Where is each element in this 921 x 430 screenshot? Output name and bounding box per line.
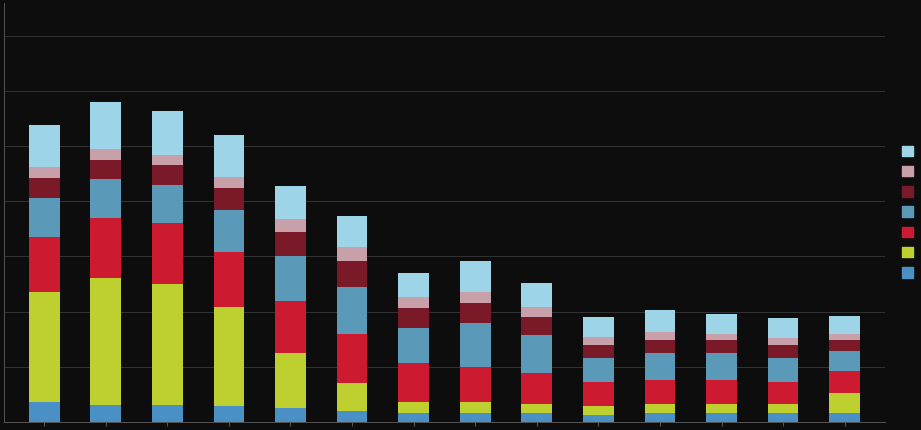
Bar [214, 406, 244, 422]
Bar [521, 307, 553, 317]
Bar [521, 283, 553, 307]
Bar [768, 413, 799, 422]
Bar [706, 314, 737, 334]
Bar [829, 351, 860, 371]
Bar [706, 353, 737, 380]
Bar [275, 257, 306, 301]
Bar [768, 404, 799, 413]
Bar [768, 382, 799, 404]
Bar [90, 180, 122, 218]
Bar [460, 402, 491, 413]
Bar [398, 413, 429, 422]
Bar [275, 301, 306, 353]
Bar [829, 413, 860, 422]
Bar [768, 338, 799, 345]
Bar [645, 353, 675, 380]
Bar [398, 363, 429, 402]
Bar [275, 408, 306, 422]
Bar [337, 383, 367, 411]
Bar [583, 406, 613, 415]
Bar [460, 292, 491, 303]
Bar [214, 189, 244, 211]
Bar [90, 405, 122, 422]
Bar [152, 112, 182, 156]
Bar [583, 382, 613, 406]
Bar [460, 261, 491, 292]
Bar [337, 216, 367, 247]
Bar [829, 393, 860, 413]
Bar [29, 168, 60, 179]
Bar [214, 178, 244, 189]
Bar [275, 353, 306, 408]
Bar [275, 187, 306, 219]
Bar [90, 103, 122, 149]
Bar [90, 160, 122, 180]
Bar [214, 252, 244, 307]
Bar [521, 373, 553, 404]
Bar [90, 279, 122, 405]
Bar [90, 149, 122, 160]
Bar [398, 298, 429, 308]
Bar [29, 292, 60, 402]
Bar [706, 404, 737, 413]
Bar [521, 413, 553, 422]
Bar [337, 334, 367, 383]
Bar [583, 317, 613, 337]
Bar [583, 345, 613, 358]
Bar [829, 334, 860, 341]
Bar [521, 335, 553, 373]
Bar [398, 328, 429, 363]
Bar [90, 218, 122, 279]
Bar [398, 402, 429, 413]
Bar [152, 185, 182, 224]
Bar [583, 415, 613, 422]
Bar [337, 288, 367, 334]
Bar [275, 233, 306, 257]
Bar [645, 333, 675, 341]
Bar [829, 371, 860, 393]
Bar [214, 211, 244, 252]
Bar [583, 337, 613, 345]
Bar [583, 358, 613, 382]
Bar [706, 413, 737, 422]
Bar [768, 345, 799, 358]
Bar [460, 323, 491, 367]
Bar [214, 307, 244, 406]
Bar [29, 126, 60, 168]
Bar [645, 413, 675, 422]
Bar [829, 341, 860, 351]
Bar [29, 402, 60, 422]
Bar [152, 405, 182, 422]
Bar [29, 199, 60, 237]
Bar [706, 341, 737, 353]
Bar [398, 308, 429, 328]
Bar [645, 404, 675, 413]
Bar [460, 367, 491, 402]
Bar [645, 341, 675, 353]
Bar [768, 318, 799, 338]
Bar [768, 358, 799, 382]
Bar [706, 380, 737, 404]
Bar [152, 284, 182, 405]
Bar [460, 303, 491, 323]
Bar [152, 224, 182, 284]
Legend: , , , , , , : , , , , , , [901, 144, 918, 282]
Bar [645, 311, 675, 333]
Bar [460, 413, 491, 422]
Bar [214, 136, 244, 178]
Bar [275, 219, 306, 233]
Bar [152, 156, 182, 166]
Bar [29, 237, 60, 292]
Bar [521, 404, 553, 413]
Bar [829, 316, 860, 334]
Bar [337, 261, 367, 288]
Bar [337, 411, 367, 422]
Bar [521, 317, 553, 335]
Bar [337, 247, 367, 261]
Bar [29, 179, 60, 199]
Bar [152, 166, 182, 185]
Bar [645, 380, 675, 404]
Bar [398, 273, 429, 298]
Bar [706, 334, 737, 341]
